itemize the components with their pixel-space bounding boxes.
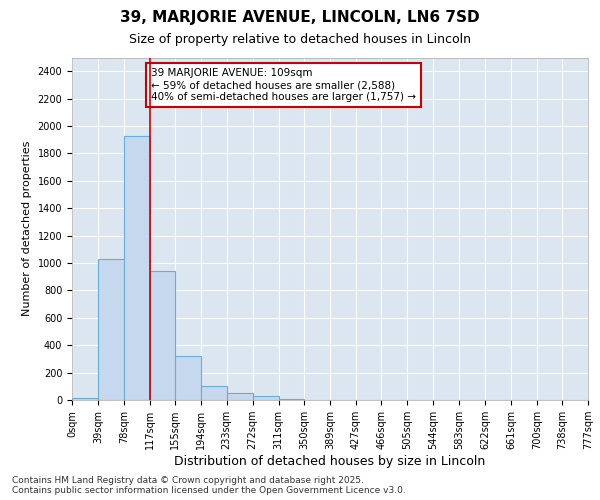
Bar <box>175 356 201 400</box>
Bar <box>227 393 253 400</box>
Text: Size of property relative to detached houses in Lincoln: Size of property relative to detached ho… <box>129 32 471 46</box>
Bar <box>124 136 149 400</box>
Bar <box>98 259 124 400</box>
Text: Contains HM Land Registry data © Crown copyright and database right 2025.
Contai: Contains HM Land Registry data © Crown c… <box>12 476 406 495</box>
Text: 39 MARJORIE AVENUE: 109sqm
← 59% of detached houses are smaller (2,588)
40% of s: 39 MARJORIE AVENUE: 109sqm ← 59% of deta… <box>151 68 416 102</box>
Y-axis label: Number of detached properties: Number of detached properties <box>22 141 32 316</box>
Bar <box>253 396 278 400</box>
Bar <box>149 271 175 400</box>
Text: 39, MARJORIE AVENUE, LINCOLN, LN6 7SD: 39, MARJORIE AVENUE, LINCOLN, LN6 7SD <box>120 10 480 25</box>
X-axis label: Distribution of detached houses by size in Lincoln: Distribution of detached houses by size … <box>175 455 485 468</box>
Bar <box>72 398 98 400</box>
Bar <box>201 386 227 400</box>
